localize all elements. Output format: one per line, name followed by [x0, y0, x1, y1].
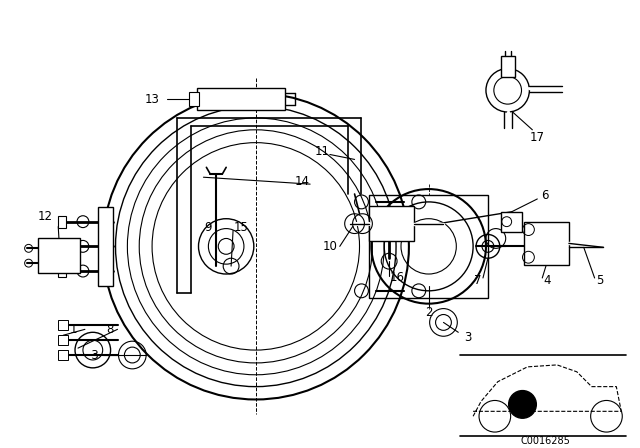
Text: 13: 13 [145, 93, 159, 106]
Text: 16: 16 [390, 271, 404, 284]
Text: 17: 17 [530, 131, 545, 144]
Text: 11: 11 [314, 145, 330, 158]
Bar [500, 212, 522, 232]
Text: 12: 12 [38, 210, 53, 223]
Bar [58, 350, 68, 360]
Bar [524, 222, 569, 265]
Bar [369, 195, 488, 298]
Text: C0016285: C0016285 [520, 436, 570, 446]
Bar [98, 207, 113, 286]
Text: 14: 14 [294, 175, 310, 188]
Text: 2: 2 [425, 306, 433, 319]
Text: -3: -3 [87, 349, 99, 362]
Text: 8: 8 [106, 323, 113, 336]
Text: 5: 5 [596, 275, 604, 288]
Bar [500, 56, 515, 78]
Bar [58, 265, 66, 277]
Bar [58, 241, 66, 252]
Text: 15: 15 [234, 221, 248, 234]
Bar [58, 335, 68, 345]
Text: 1: 1 [69, 323, 77, 336]
Text: 3: 3 [465, 331, 472, 344]
Circle shape [509, 391, 536, 418]
Text: 10: 10 [323, 240, 337, 253]
Bar [196, 88, 285, 110]
Bar [189, 92, 198, 106]
Bar [38, 238, 80, 273]
Text: 7: 7 [474, 275, 482, 288]
Text: 6: 6 [541, 190, 549, 202]
Bar [58, 216, 66, 228]
Bar [369, 206, 414, 241]
Text: 4: 4 [543, 275, 551, 288]
Bar [58, 320, 68, 330]
Text: 9: 9 [205, 221, 212, 234]
